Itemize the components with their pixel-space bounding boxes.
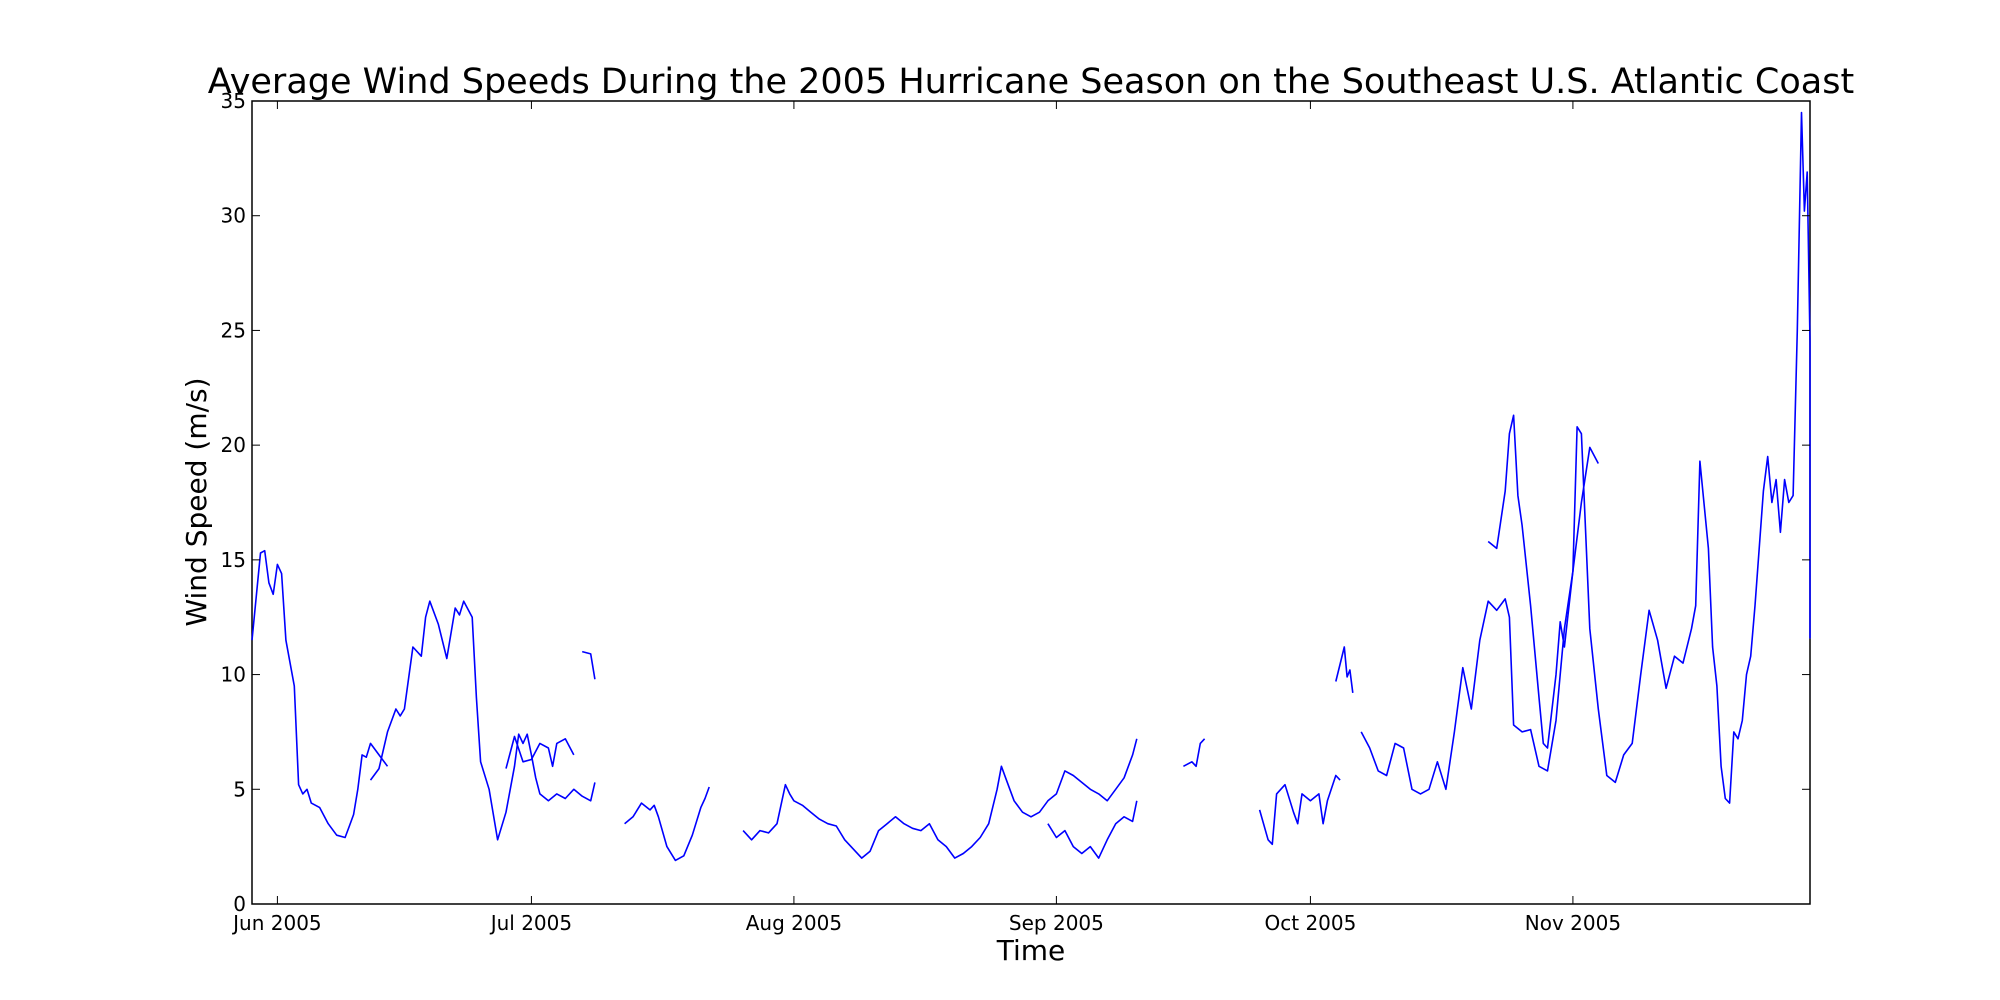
y-tick-label: 25 [221, 318, 246, 342]
x-tick-label: Jun 2005 [231, 911, 322, 935]
y-tick-label: 10 [221, 663, 246, 687]
x-tick-label: Jul 2005 [489, 911, 572, 935]
series-lines [251, 111, 1811, 862]
chart-title: Average Wind Speeds During the 2005 Hurr… [208, 62, 1854, 102]
series-line-segment [251, 549, 389, 839]
series-line-segment [1047, 800, 1138, 859]
y-tick-label: 0 [233, 892, 246, 916]
x-tick-label: Oct 2005 [1265, 911, 1357, 935]
plot-area [251, 100, 1811, 905]
y-axis-ticks: 0 5 10 15 20 25 30 35 [221, 89, 1810, 916]
y-tick-label: 30 [221, 204, 246, 228]
x-axis-label: Time [996, 934, 1066, 967]
y-axis-label: Wind Speed (m/s) [180, 377, 213, 626]
series-line-segment [369, 600, 596, 841]
y-tick-label: 5 [233, 777, 246, 801]
x-axis-ticks: Jun 2005 Jul 2005 Aug 2005 Sep 2005 Oct 2005… [231, 101, 1621, 935]
series-line-segment [1360, 446, 1600, 795]
series-line-segment [1487, 111, 1811, 804]
series-line-segment [1335, 646, 1354, 694]
series-line-segment [1258, 774, 1341, 846]
y-tick-label: 15 [221, 548, 246, 572]
series-line-segment [742, 738, 1138, 859]
series-line-segment [505, 735, 575, 769]
x-tick-label: Sep 2005 [1009, 911, 1104, 935]
y-tick-label: 20 [221, 433, 246, 457]
y-tick-label: 35 [221, 89, 246, 113]
x-tick-label: Nov 2005 [1525, 911, 1621, 935]
x-tick-label: Aug 2005 [746, 911, 842, 935]
series-line-segment [624, 786, 710, 862]
series-line-segment [1183, 738, 1206, 768]
series-line-segment [581, 650, 596, 680]
